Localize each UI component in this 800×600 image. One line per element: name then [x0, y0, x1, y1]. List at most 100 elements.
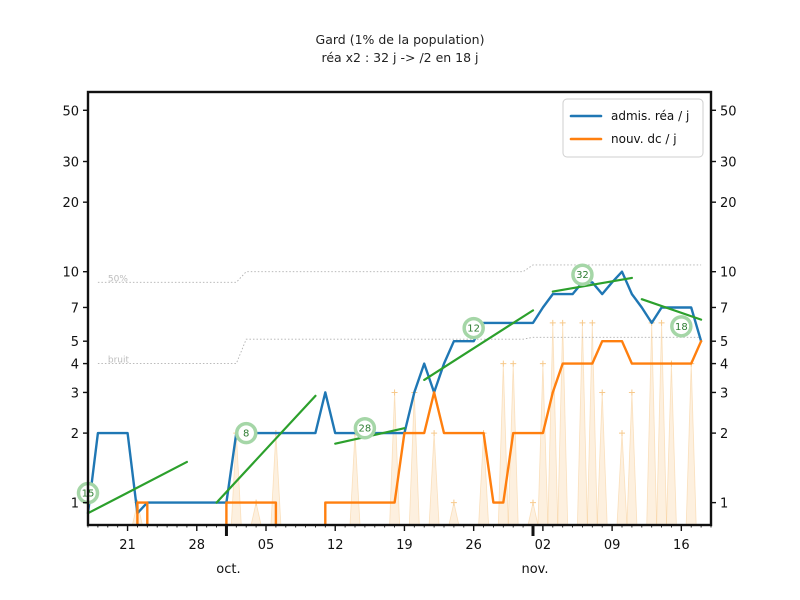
raw-death-spike [389, 392, 401, 526]
legend: admis. réa / j nouv. dc / j [562, 98, 704, 158]
trend-bubble [234, 421, 258, 445]
y-tick-label-right: 2 [720, 427, 728, 442]
raw-death-spike [646, 322, 658, 526]
trend-bubble [462, 316, 485, 340]
raw-death-spike [576, 322, 588, 526]
y-tick-label-left: 7 [71, 301, 79, 316]
trend-label: 18 [675, 322, 688, 333]
raw-death-marker [431, 430, 438, 437]
trend-line [215, 394, 317, 504]
raw-death-spike [557, 322, 569, 526]
raw-death-spike [448, 502, 460, 526]
y-tick-label-right: 5 [720, 335, 728, 350]
series-line-1 [136, 340, 703, 527]
y-tick-label-right: 20 [720, 196, 737, 211]
raw-death-spike [428, 433, 440, 526]
raw-death-marker [599, 389, 606, 396]
x-month-label: oct. [216, 562, 240, 577]
raw-death-marker [391, 389, 398, 396]
y-tick-label-left: 50 [62, 104, 79, 119]
trend-line [423, 309, 535, 381]
raw-death-spike [656, 322, 668, 526]
y-tick-label-left: 20 [62, 196, 79, 211]
trend-bubble [571, 263, 594, 286]
raw-death-spike [547, 322, 559, 526]
chart-title: Gard (1% de la population) [316, 32, 485, 47]
legend-box [562, 98, 704, 158]
reference-line-50 [97, 264, 702, 283]
trend-bubble [353, 416, 377, 440]
raw-death-marker [500, 360, 507, 367]
raw-death-marker [530, 499, 536, 506]
trend-label: 32 [576, 270, 589, 281]
raw-death-spike [349, 433, 361, 526]
raw-death-spike [665, 363, 677, 526]
y-tick-label-right: 7 [720, 301, 728, 316]
raw-death-marker [510, 360, 517, 367]
raw-death-spike [507, 363, 519, 526]
raw-death-marker [628, 389, 635, 396]
trend-label: 28 [359, 424, 372, 435]
y-tick-label-left: 30 [62, 156, 79, 171]
x-tick-label: 28 [189, 538, 206, 553]
raw-death-spike [626, 392, 638, 526]
trend-bubble [670, 315, 693, 338]
raw-death-spike [537, 363, 549, 526]
raw-death-marker [559, 319, 566, 326]
reference-line-bruit [97, 336, 702, 365]
raw-daily-area-layer [131, 319, 697, 526]
series-layer [86, 270, 703, 527]
y-tick-label-left: 3 [71, 386, 79, 401]
raw-death-marker [619, 430, 625, 437]
raw-death-marker [539, 360, 546, 367]
raw-death-marker [549, 319, 556, 326]
raw-death-spike [616, 433, 628, 526]
raw-death-marker [589, 319, 596, 326]
raw-death-marker [579, 319, 586, 326]
x-tick-label: 05 [258, 538, 275, 553]
x-tick-label: 02 [535, 538, 552, 553]
y-tick-label-left: 5 [71, 335, 79, 350]
raw-death-marker [658, 319, 665, 326]
reference-line-label: 50% [108, 274, 128, 284]
series-line-0 [86, 270, 703, 515]
raw-death-spike [527, 502, 539, 526]
chart-subtitle: réa x2 : 32 j -> /2 en 18 j [321, 50, 478, 65]
x-tick-label: 19 [396, 538, 413, 553]
x-month-label: nov. [521, 562, 548, 577]
y-tick-label-right: 30 [720, 156, 737, 171]
legend-label: nouv. dc / j [611, 132, 677, 146]
y-tick-label-left: 10 [62, 266, 79, 281]
trend-label: 12 [467, 324, 480, 335]
trend-label: 8 [243, 429, 249, 440]
raw-death-spike [685, 363, 697, 526]
y-tick-label-left: 1 [71, 497, 79, 512]
y-tick-label-right: 50 [720, 104, 737, 119]
trend-line [640, 298, 703, 321]
x-tick-label: 16 [673, 538, 690, 553]
trend-line [551, 276, 633, 293]
raw-death-spike [408, 392, 420, 526]
y-tick-label-right: 1 [720, 497, 728, 512]
y-tick-label-left: 4 [71, 358, 79, 373]
reference-lines-layer: 50% bruit [97, 264, 702, 366]
trend-line [86, 460, 188, 515]
x-tick-label: 26 [465, 538, 482, 553]
raw-death-spike [478, 433, 490, 526]
y-tick-label-right: 4 [720, 358, 728, 373]
y-tick-label-left: 2 [71, 427, 79, 442]
plot-frame [86, 90, 713, 527]
legend-label: admis. réa / j [611, 109, 689, 123]
raw-death-spike [250, 502, 262, 526]
reference-line-label: bruit [108, 356, 130, 366]
x-tick-label: 09 [604, 538, 621, 553]
raw-death-spike [596, 392, 608, 526]
x-tick-label: 12 [327, 538, 344, 553]
y-tick-label-right: 3 [720, 386, 728, 401]
x-tick-label: 21 [119, 538, 136, 553]
raw-death-marker [450, 499, 457, 506]
y-tick-label-right: 10 [720, 266, 737, 281]
